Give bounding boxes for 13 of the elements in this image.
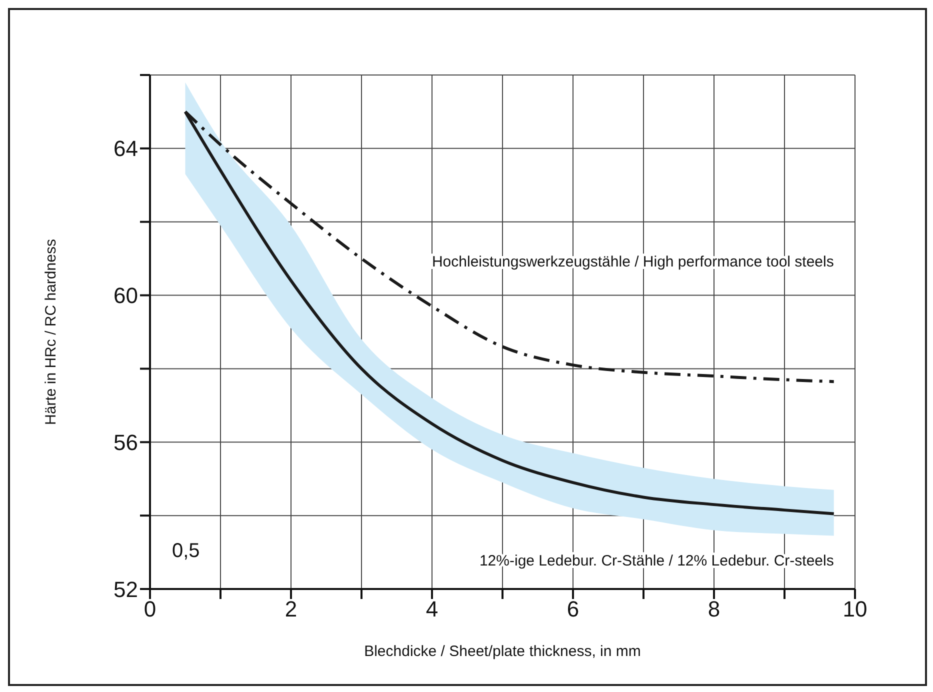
- y-tick-label: 60: [114, 283, 138, 308]
- x-tick-label: 4: [426, 596, 438, 622]
- x-tick-label: 0: [144, 596, 156, 622]
- x-tick-label: 8: [708, 596, 720, 622]
- y-tick-label: 52: [114, 576, 138, 602]
- y-axis-title: Härte in HRc / RC hardness: [42, 239, 60, 425]
- x-tick-label: 10: [842, 596, 868, 622]
- annotation: 0,5: [172, 540, 200, 563]
- y-tick-label: 56: [114, 430, 138, 455]
- x-axis-title: Blechdicke / Sheet/plate thickness, in mm: [364, 643, 641, 660]
- x-tick-label: 6: [566, 596, 580, 622]
- y-tick-label: 64: [114, 136, 138, 162]
- x-tick-label: 2: [284, 596, 298, 622]
